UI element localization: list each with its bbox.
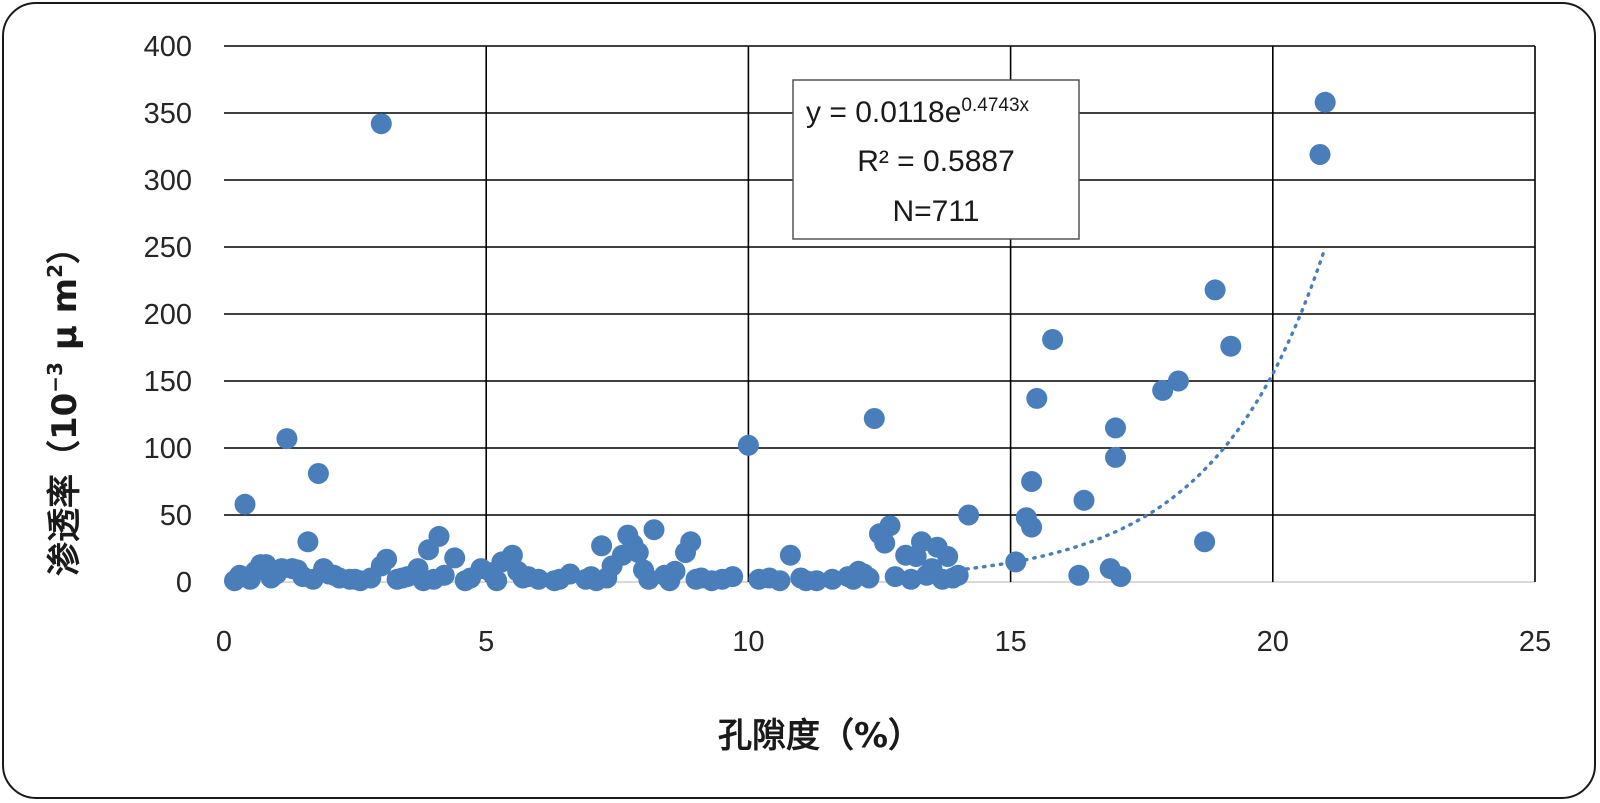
data-point bbox=[958, 504, 980, 526]
data-point bbox=[1152, 379, 1174, 401]
x-axis-title: 孔隙度（%） bbox=[718, 716, 922, 756]
data-point bbox=[596, 567, 618, 589]
y-axis-title-sup1: −3 bbox=[43, 362, 67, 393]
y-axis-title-end: ） bbox=[45, 230, 85, 264]
data-point bbox=[779, 544, 801, 566]
data-point bbox=[737, 434, 759, 456]
data-point bbox=[418, 539, 439, 561]
data-point bbox=[323, 564, 345, 586]
x-tick-label: 20 bbox=[1257, 626, 1289, 658]
data-point bbox=[659, 570, 681, 592]
data-point bbox=[1110, 566, 1132, 588]
x-tick-label: 5 bbox=[478, 626, 494, 658]
data-point bbox=[638, 568, 660, 590]
y-tick-label: 100 bbox=[144, 433, 192, 465]
y-axis-title: 渗透率（10−3 μ m2） bbox=[43, 230, 85, 576]
data-point bbox=[680, 531, 702, 553]
data-point bbox=[795, 570, 817, 592]
y-axis-title-main: 渗透率（10 bbox=[45, 393, 85, 576]
y-axis-title-sup2: 2 bbox=[43, 264, 67, 278]
data-point bbox=[853, 563, 875, 585]
data-point bbox=[591, 535, 613, 557]
data-point bbox=[1068, 564, 1090, 586]
trendline bbox=[956, 245, 1327, 572]
equation-box: y = 0.0118e0.4743x R² = 0.5887 N=711 bbox=[792, 79, 1080, 240]
data-point bbox=[1220, 335, 1242, 357]
data-point bbox=[391, 567, 413, 589]
r-squared-label: R² = 0.5887 bbox=[857, 145, 1015, 178]
y-tick-label: 50 bbox=[160, 500, 192, 532]
data-point bbox=[486, 570, 508, 592]
data-point bbox=[643, 519, 665, 541]
data-point bbox=[1021, 471, 1043, 492]
data-points bbox=[224, 91, 1336, 592]
x-tick-label: 10 bbox=[732, 626, 764, 658]
y-tick-label: 400 bbox=[144, 31, 192, 63]
x-tick-label: 25 bbox=[1519, 626, 1551, 658]
y-tick-label: 350 bbox=[144, 98, 192, 130]
data-point bbox=[423, 568, 445, 590]
data-point bbox=[1167, 370, 1189, 392]
equation-line: y = 0.0118e0.4743x bbox=[806, 95, 1030, 129]
data-point bbox=[245, 560, 266, 582]
data-point bbox=[302, 568, 324, 590]
data-point bbox=[501, 544, 523, 566]
data-point bbox=[874, 532, 896, 554]
y-tick-label: 0 bbox=[176, 567, 192, 599]
x-tick-label: 0 bbox=[216, 626, 232, 658]
data-point bbox=[942, 567, 964, 589]
data-point bbox=[549, 568, 571, 590]
x-tick-label: 15 bbox=[994, 626, 1026, 658]
data-point bbox=[821, 568, 843, 590]
data-point bbox=[1309, 144, 1331, 165]
data-point bbox=[937, 546, 959, 567]
data-point bbox=[900, 568, 922, 590]
y-tick-label: 300 bbox=[144, 165, 192, 197]
data-point bbox=[344, 568, 366, 590]
data-point bbox=[1314, 91, 1336, 113]
data-point bbox=[879, 515, 901, 537]
data-point bbox=[1021, 516, 1043, 538]
data-point bbox=[512, 567, 534, 589]
data-point bbox=[722, 566, 744, 588]
axes: 0 50 100 150 200 250 300 350 400 0 5 10 15 20 25 bbox=[144, 31, 1552, 658]
data-point bbox=[580, 566, 602, 588]
data-point bbox=[528, 568, 550, 590]
data-point bbox=[1204, 279, 1226, 301]
data-point bbox=[276, 428, 298, 450]
data-point bbox=[769, 570, 791, 592]
data-point bbox=[627, 542, 649, 563]
data-point bbox=[444, 547, 466, 569]
data-point bbox=[884, 566, 906, 588]
trendline-path bbox=[956, 245, 1327, 572]
data-point bbox=[1105, 417, 1126, 439]
y-tick-label: 250 bbox=[144, 232, 192, 264]
data-point bbox=[360, 567, 382, 589]
data-point bbox=[265, 563, 287, 585]
equation-box-border bbox=[792, 79, 1080, 240]
data-point bbox=[1194, 531, 1216, 553]
equation-exponent: 0.4743x bbox=[961, 95, 1029, 116]
data-point bbox=[1042, 329, 1064, 350]
data-point bbox=[1005, 551, 1027, 573]
equation-text: y = 0.0118e bbox=[806, 96, 961, 129]
data-point bbox=[224, 570, 245, 592]
data-point bbox=[297, 531, 319, 553]
y-tick-label: 200 bbox=[144, 299, 192, 331]
data-point bbox=[863, 408, 885, 429]
data-point bbox=[1073, 489, 1095, 511]
data-point bbox=[307, 463, 329, 484]
data-point bbox=[460, 567, 481, 589]
data-point bbox=[685, 568, 707, 590]
data-point bbox=[1026, 387, 1048, 409]
data-point bbox=[370, 113, 392, 135]
y-tick-label: 150 bbox=[144, 366, 192, 398]
sample-count-label: N=711 bbox=[892, 195, 979, 228]
y-axis-title-unit: μ m bbox=[45, 278, 85, 362]
data-point bbox=[234, 493, 256, 515]
data-point bbox=[1105, 446, 1126, 468]
